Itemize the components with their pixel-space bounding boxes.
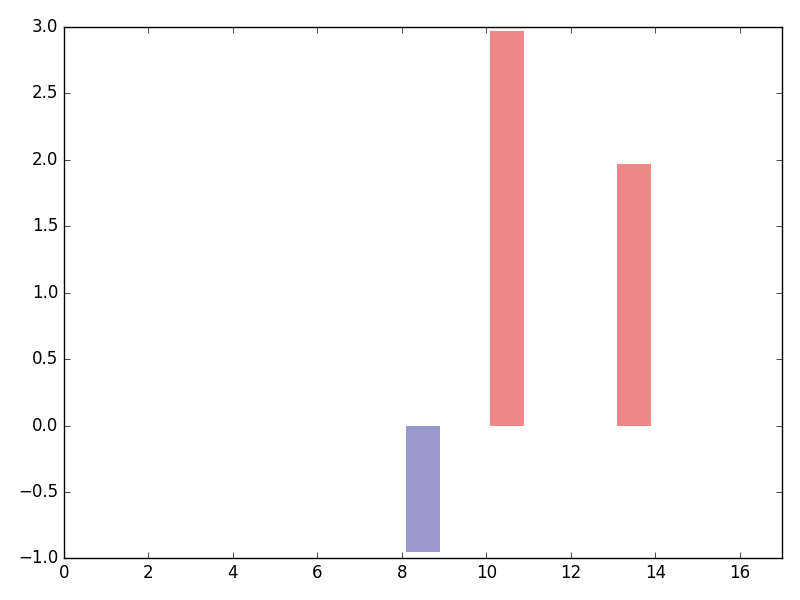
Bar	[406, 425, 440, 552]
Bar	[490, 31, 524, 425]
Bar	[618, 164, 651, 425]
